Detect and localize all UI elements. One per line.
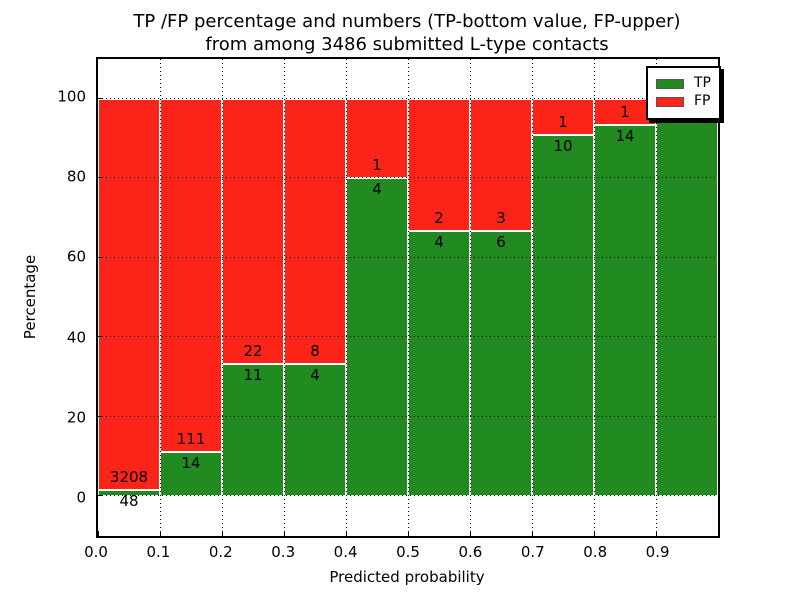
gridline-vertical bbox=[345, 59, 347, 536]
y-tick-label: 60 bbox=[66, 247, 86, 266]
legend-label-tp: TP bbox=[694, 75, 711, 91]
gridline-vertical bbox=[159, 59, 161, 536]
x-tick-mark bbox=[159, 531, 161, 536]
x-tick-mark bbox=[531, 531, 533, 536]
gridline-vertical bbox=[469, 59, 471, 536]
x-tick-label: 0.9 bbox=[645, 543, 670, 561]
tp-count-label: 14 bbox=[181, 453, 201, 472]
legend-item-tp: TP bbox=[656, 75, 711, 91]
bar-segment-fp bbox=[470, 98, 532, 232]
x-tick-mark bbox=[469, 531, 471, 536]
legend-swatch-fp bbox=[656, 97, 684, 108]
legend-label-fp: FP bbox=[694, 93, 711, 110]
x-tick-mark bbox=[221, 531, 223, 536]
y-tick-label: 40 bbox=[66, 328, 86, 347]
tp-count-label: 6 bbox=[496, 233, 506, 252]
y-tick-mark bbox=[98, 415, 103, 417]
x-tick-mark bbox=[655, 531, 657, 536]
tp-count-label: 4 bbox=[434, 233, 444, 252]
y-tick-label: 80 bbox=[66, 167, 86, 186]
y-tick-label: 0 bbox=[76, 488, 86, 507]
legend-item-fp: FP bbox=[656, 93, 711, 110]
bar-segment-tp bbox=[594, 125, 656, 497]
plot-area: 3208481111422118414243611011414 bbox=[96, 57, 720, 538]
bar-segment-tp bbox=[470, 231, 532, 497]
y-tick-label: 20 bbox=[66, 408, 86, 427]
gridline-horizontal bbox=[98, 415, 718, 417]
tp-count-label: 4 bbox=[372, 180, 382, 199]
bar-segment-fp bbox=[284, 98, 346, 364]
bar-segment-tp bbox=[346, 178, 408, 497]
gridline-vertical bbox=[531, 59, 533, 536]
bar-segment-tp bbox=[408, 231, 470, 497]
fp-count-label: 2 bbox=[434, 209, 444, 228]
x-tick-label: 0.1 bbox=[146, 543, 171, 561]
x-tick-mark bbox=[283, 531, 285, 536]
bar-segment-tp bbox=[222, 363, 284, 497]
fp-count-label: 3208 bbox=[109, 468, 149, 487]
bar-segment-fp bbox=[532, 98, 594, 135]
fp-count-label: 111 bbox=[176, 429, 206, 448]
legend-swatch-tp bbox=[656, 78, 684, 89]
x-tick-label: 0.3 bbox=[271, 543, 296, 561]
gridline-vertical bbox=[655, 59, 657, 536]
bar-segment-tp bbox=[532, 134, 594, 497]
bar-segment-fp bbox=[160, 98, 222, 452]
tp-count-label: 11 bbox=[243, 365, 263, 384]
fp-count-label: 22 bbox=[243, 341, 263, 360]
gridline-vertical bbox=[593, 59, 595, 536]
tp-count-label: 48 bbox=[119, 492, 139, 511]
fp-count-label: 1 bbox=[620, 103, 630, 122]
fp-count-label: 1 bbox=[372, 156, 382, 175]
x-tick-mark bbox=[407, 531, 409, 536]
chart-title-line2: from among 3486 submitted L-type contact… bbox=[205, 34, 609, 56]
gridline-vertical bbox=[283, 59, 285, 536]
gridline-horizontal bbox=[98, 97, 718, 99]
fp-count-label: 8 bbox=[310, 341, 320, 360]
gridline-vertical bbox=[407, 59, 409, 536]
y-tick-mark bbox=[98, 495, 103, 497]
bar-segment-fp bbox=[222, 98, 284, 364]
chart-title-line1: TP /FP percentage and numbers (TP-bottom… bbox=[133, 11, 681, 32]
gridline-horizontal bbox=[98, 336, 718, 338]
x-tick-label: 0.4 bbox=[333, 543, 358, 561]
x-tick-mark bbox=[593, 531, 595, 536]
y-tick-mark bbox=[98, 256, 103, 258]
y-tick-label: 100 bbox=[57, 87, 86, 106]
chart-title: TP /FP percentage and numbers (TP-bottom… bbox=[133, 10, 680, 57]
x-tick-labels: 0.0 0.1 0.2 0.3 0.4 0.5 0.6 0.7 0.8 0.9 bbox=[84, 543, 720, 563]
y-tick-mark bbox=[98, 336, 103, 338]
x-tick-label: 0.6 bbox=[458, 543, 483, 561]
gridline-horizontal bbox=[98, 177, 718, 179]
x-tick-label: 0.2 bbox=[208, 543, 233, 561]
legend: TP FP bbox=[646, 66, 721, 120]
tp-count-label: 10 bbox=[553, 136, 573, 155]
tp-count-label: 14 bbox=[615, 127, 635, 146]
bar-segment-fp bbox=[408, 98, 470, 232]
gridline-horizontal bbox=[98, 495, 718, 497]
x-tick-mark bbox=[97, 531, 99, 536]
gridline-vertical bbox=[221, 59, 223, 536]
bar-segment-fp bbox=[594, 98, 656, 126]
x-tick-label: 0.8 bbox=[583, 543, 608, 561]
y-tick-mark bbox=[98, 97, 103, 99]
y-tick-mark bbox=[98, 177, 103, 179]
x-tick-mark bbox=[717, 531, 719, 536]
gridline-horizontal bbox=[98, 256, 718, 258]
x-tick-mark bbox=[345, 531, 347, 536]
x-tick-label: 0.0 bbox=[84, 543, 108, 561]
x-tick-label: 0.7 bbox=[520, 543, 545, 561]
fp-count-label: 3 bbox=[496, 209, 506, 228]
bar-segment-tp bbox=[656, 98, 718, 497]
x-tick-label: 0.5 bbox=[396, 543, 420, 561]
bar-segment-fp bbox=[98, 98, 160, 491]
x-axis-label: Predicted probability bbox=[329, 568, 485, 586]
tp-count-label: 4 bbox=[310, 365, 320, 384]
fp-count-label: 1 bbox=[558, 112, 568, 131]
y-tick-labels: 0 20 40 60 80 100 bbox=[0, 57, 86, 538]
